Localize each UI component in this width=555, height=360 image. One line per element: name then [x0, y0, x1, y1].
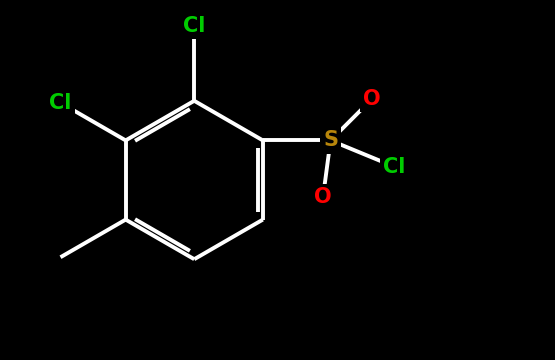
- Text: O: O: [314, 187, 332, 207]
- Text: Cl: Cl: [183, 15, 205, 36]
- Text: Cl: Cl: [384, 157, 406, 177]
- Text: Cl: Cl: [49, 93, 72, 113]
- Text: S: S: [323, 130, 338, 150]
- Text: O: O: [363, 89, 381, 109]
